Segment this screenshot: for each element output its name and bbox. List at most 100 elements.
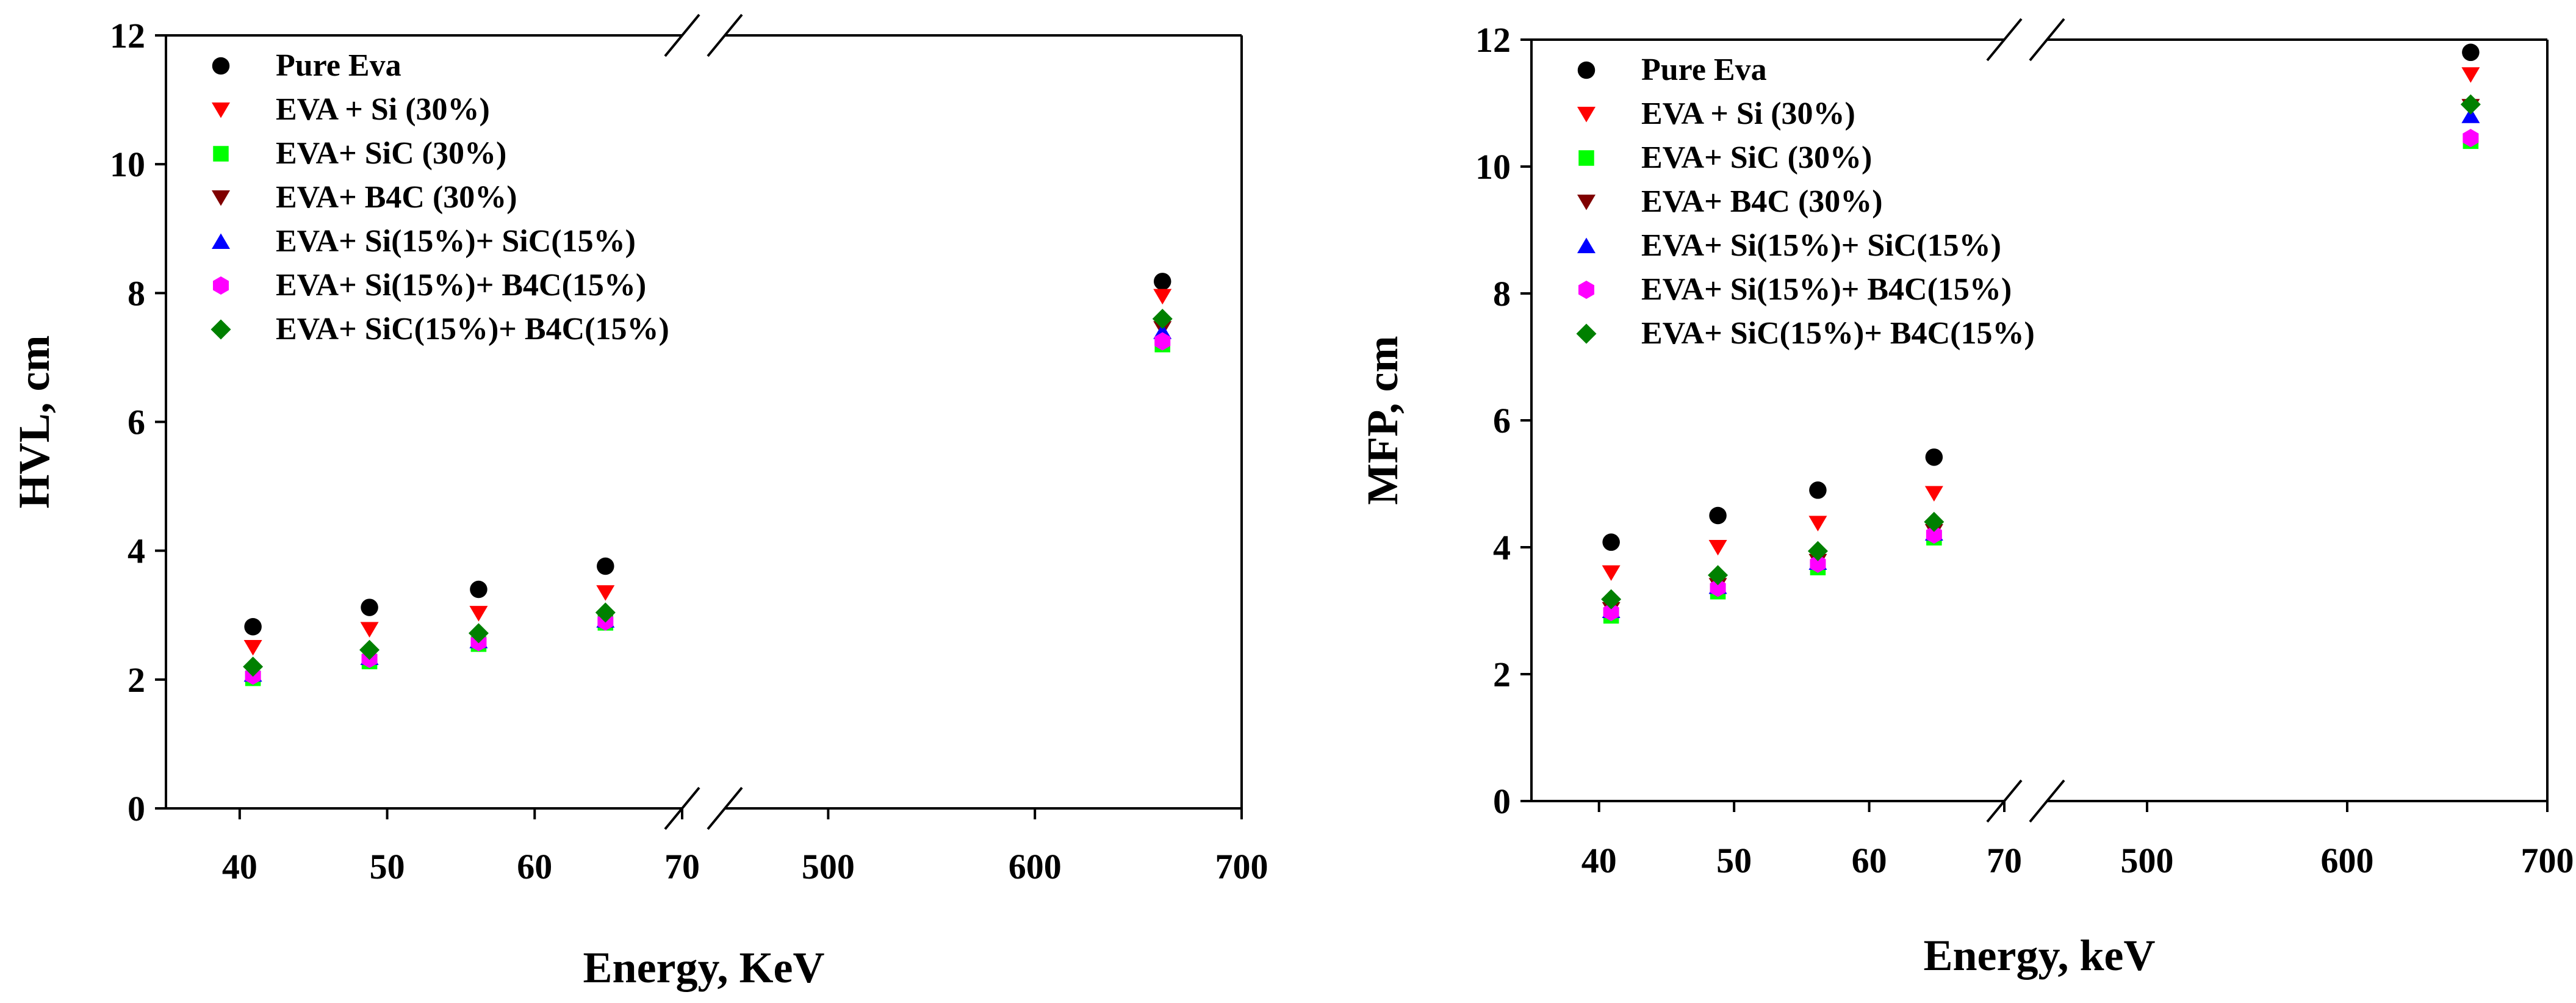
x-axis-title: Energy, keV: [1923, 931, 2155, 980]
legend-label: EVA+ SiC (30%): [1641, 140, 1872, 175]
series-eva-si-30-: [243, 289, 1172, 656]
legend-label: EVA + Si (30%): [276, 92, 490, 127]
legend-marker: [1577, 237, 1596, 253]
y-tick-label: 0: [1493, 782, 1511, 821]
legend-label: EVA+ SiC (30%): [276, 136, 506, 171]
legend-label: EVA+ Si(15%)+ SiC(15%): [1641, 228, 2001, 263]
data-point: [2463, 129, 2479, 148]
data-point: [361, 599, 378, 616]
y-tick-label: 4: [128, 531, 145, 571]
data-point: [595, 602, 616, 623]
y-tick-label: 6: [1493, 401, 1511, 440]
y-tick-label: 10: [1475, 147, 1511, 187]
x-tick-label: 60: [517, 847, 552, 886]
chart-mfp: 0 2 4 6 8 10 12 40 50 60 70 500 600 700 Energy, keV MFP…: [1358, 18, 2574, 980]
data-point: [1925, 448, 1943, 466]
axis-break-mark: [664, 13, 700, 57]
y-tick-label: 12: [110, 16, 145, 56]
data-point: [244, 618, 262, 636]
legend-marker: [1577, 107, 1596, 123]
y-tick-label: 8: [1493, 274, 1511, 314]
series-eva-si-15-sic-15-: [243, 323, 1172, 682]
series-eva-si-15-b4c-15-: [245, 332, 1171, 685]
x-tick-label: 40: [222, 847, 257, 886]
x-tick-label: 700: [2521, 841, 2574, 880]
data-point: [243, 656, 264, 677]
data-point: [360, 622, 379, 638]
y-tick-label: 0: [128, 789, 145, 829]
y-axis-title: HVL, cm: [10, 336, 59, 509]
data-point: [1152, 309, 1173, 329]
data-point: [1708, 565, 1729, 586]
legend-label: EVA+ Si(15%)+ SiC(15%): [276, 224, 636, 259]
series-eva-si-15-b4c-15-: [1603, 129, 2479, 622]
data-point: [2461, 67, 2480, 83]
x-tick-label: 500: [2121, 841, 2174, 880]
y-tick-label: 10: [110, 145, 145, 184]
data-point: [1810, 555, 1826, 573]
axis-break-mark: [707, 786, 743, 830]
legend-label: EVA+ SiC(15%)+ B4C(15%): [1641, 316, 2035, 351]
data-point: [1710, 578, 1726, 597]
series-pure-eva: [1602, 43, 2480, 551]
data-point: [1601, 589, 1622, 609]
x-tick-label: 500: [802, 847, 855, 886]
x-tick-label: 50: [370, 847, 405, 886]
x-tick-label: 40: [1581, 841, 1617, 880]
data-point: [470, 580, 487, 599]
series-eva-sic-15-b4c-15-: [1601, 94, 2481, 609]
data-point: [1603, 603, 1619, 622]
y-tick-label: 6: [128, 403, 145, 442]
legend-marker: [212, 57, 230, 75]
x-tick-label: 60: [1852, 841, 1887, 880]
x-tick-label: 700: [1215, 847, 1268, 886]
series-eva-sic-15-b4c-15-: [243, 309, 1173, 677]
legend-marker: [212, 233, 230, 249]
data-point: [1709, 506, 1727, 525]
data-point: [1924, 486, 1943, 502]
data-point: [1153, 289, 1172, 305]
data-point: [243, 640, 262, 656]
legend-marker: [1577, 195, 1596, 210]
y-tick-label: 4: [1493, 528, 1511, 567]
series-eva-b4c-30-: [243, 321, 1172, 681]
axis-break-mark: [2029, 779, 2065, 823]
legend-marker: [210, 319, 231, 340]
series-eva-sic-30-: [245, 337, 1170, 686]
series-eva-b4c-30-: [1602, 99, 2480, 618]
data-point: [1602, 533, 1620, 551]
legend: Pure Eva EVA + Si (30%) EVA+ SiC (30%) EVA+…: [1576, 52, 2035, 351]
data-point: [2460, 94, 2481, 115]
axis-break-mark: [707, 13, 743, 57]
data-point: [1924, 511, 1945, 532]
x-axis-title: Energy, KeV: [583, 943, 825, 992]
data-point: [1153, 273, 1171, 290]
legend-label: EVA+ B4C (30%): [276, 180, 517, 215]
series-eva-si-30-: [1602, 67, 2480, 581]
x-tick-label: 600: [2321, 841, 2374, 880]
data-point: [596, 585, 615, 601]
legend-marker: [1576, 323, 1597, 344]
legend-marker: [1578, 281, 1594, 299]
legend-marker: [1577, 61, 1596, 79]
chart-hvl: 0 2 4 6 8 10 12 40 50 60 70 500 600 700 Energy, KeV HVL…: [10, 13, 1268, 992]
data-point: [2462, 43, 2480, 62]
axis-break-mark: [2029, 18, 2065, 62]
legend-marker: [212, 102, 230, 118]
data-point: [359, 639, 380, 660]
data-point: [1708, 540, 1727, 556]
x-tick-label: 70: [1987, 841, 2022, 880]
legend-label: EVA+ Si(15%)+ B4C(15%): [1641, 272, 2012, 307]
y-tick-label: 2: [1493, 655, 1511, 694]
data-point: [468, 623, 489, 644]
legend-label: EVA+ SiC(15%)+ B4C(15%): [276, 312, 669, 347]
x-tick-label: 50: [1716, 841, 1752, 880]
y-tick-label: 2: [128, 660, 145, 700]
legend-label: EVA+ B4C (30%): [1641, 184, 1883, 219]
data-point: [597, 557, 614, 575]
legend-label: Pure Eva: [276, 48, 401, 83]
legend-marker: [213, 276, 229, 295]
data-point: [1808, 516, 1827, 531]
data-point: [1926, 525, 1942, 544]
y-tick-label: 12: [1475, 20, 1511, 60]
